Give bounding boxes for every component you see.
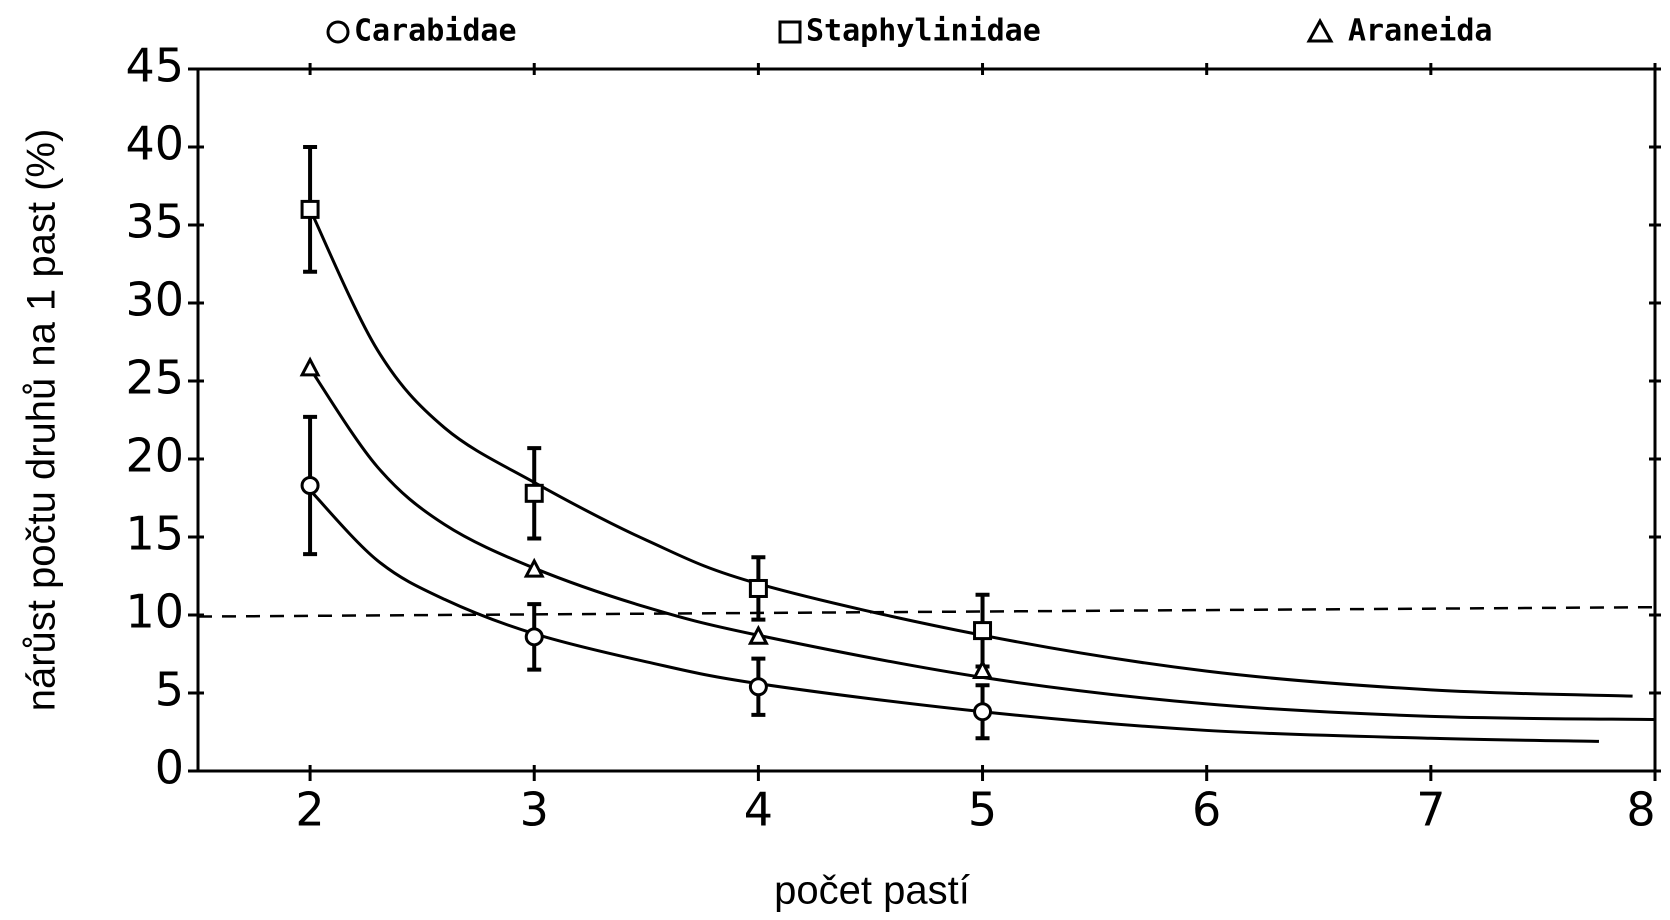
marker-circle <box>973 702 993 722</box>
marker-square <box>973 621 993 641</box>
y-axis-label: nárůst počtu druhů na 1 past (%) <box>20 129 64 712</box>
y-tick-label: 20 <box>125 429 184 483</box>
x-tick-label: 3 <box>520 783 549 837</box>
y-tick-label: 45 <box>125 39 184 93</box>
x-tick-label: 7 <box>1416 783 1445 837</box>
legend-label: Araneida <box>1348 14 1493 49</box>
marker-square <box>748 578 768 598</box>
marker-square <box>300 199 320 219</box>
marker-triangle <box>747 624 769 645</box>
y-tick-label: 30 <box>125 273 184 327</box>
y-tick-label: 15 <box>125 507 184 561</box>
x-axis-label: počet pastí <box>774 869 970 913</box>
fit-curve <box>308 208 1633 698</box>
x-tick-label: 5 <box>968 783 997 837</box>
y-tick-label: 0 <box>155 741 184 795</box>
fit-curve <box>308 489 1599 743</box>
legend-marker <box>326 20 350 44</box>
marker-triangle <box>523 557 545 578</box>
x-tick-label: 4 <box>744 783 773 837</box>
marker-circle <box>524 627 544 647</box>
x-tick-label: 6 <box>1192 783 1221 837</box>
plot-frame <box>196 67 1657 773</box>
legend-label: Carabidae <box>354 14 517 49</box>
marker-circle <box>748 677 768 697</box>
marker-square <box>524 483 544 503</box>
y-tick-label: 40 <box>125 117 184 171</box>
marker-triangle <box>299 356 321 377</box>
x-tick-label: 2 <box>295 783 324 837</box>
legend-label: Staphylinidae <box>806 14 1041 49</box>
fit-curve <box>308 367 1656 722</box>
y-tick-label: 5 <box>155 663 184 717</box>
marker-circle <box>300 476 320 496</box>
reference-line <box>197 605 1656 618</box>
legend-marker <box>1306 17 1334 43</box>
y-tick-label: 10 <box>125 585 184 639</box>
legend-marker <box>778 20 802 44</box>
x-tick-label: 8 <box>1626 783 1655 837</box>
y-tick-label: 25 <box>125 351 184 405</box>
marker-triangle <box>972 659 994 680</box>
y-tick-label: 35 <box>125 195 184 249</box>
